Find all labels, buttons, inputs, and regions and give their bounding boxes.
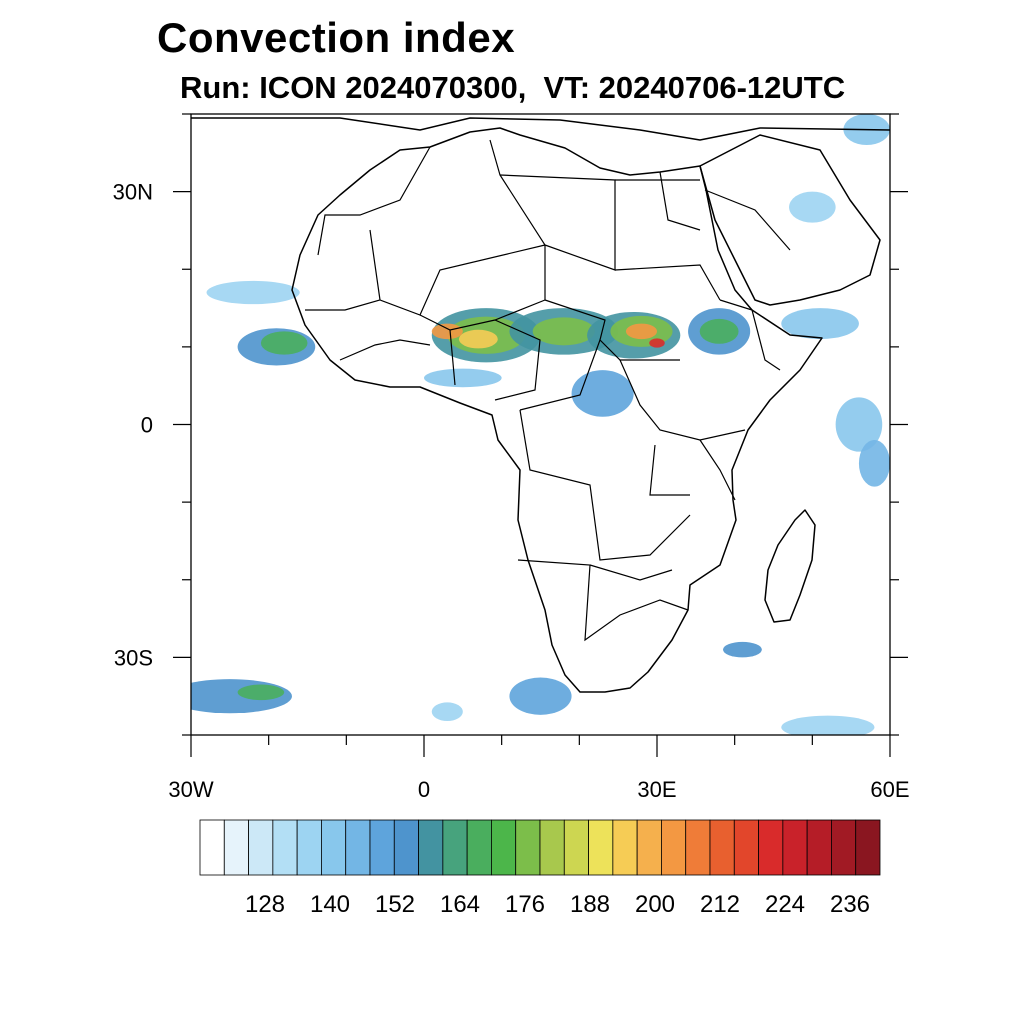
convection-cell <box>532 317 595 346</box>
colorbar-swatch <box>491 819 517 876</box>
convection-cell <box>431 702 463 722</box>
colorbar-swatch <box>661 819 687 876</box>
colorbar-label: 140 <box>310 891 350 918</box>
colorbar-label: 176 <box>505 891 545 918</box>
colorbar-swatch <box>733 819 759 876</box>
convection-cell <box>781 715 875 735</box>
convection-cell <box>458 329 498 349</box>
colorbar-labels: 128 140 152 164 176 188 200 212 224 236 <box>245 891 870 918</box>
colorbar-swatch <box>612 819 638 876</box>
convection-cell <box>206 280 300 305</box>
convection-cell <box>835 397 883 452</box>
madagascar-coastline <box>764 509 816 623</box>
colorbar-swatch <box>442 819 468 876</box>
europe-coast <box>191 117 890 141</box>
convection-cell <box>699 318 739 344</box>
colorbar-swatch <box>782 819 808 876</box>
convection-cell <box>260 331 308 355</box>
colorbar <box>199 819 881 876</box>
map-title: Convection index <box>157 14 516 61</box>
coastlines <box>191 117 890 693</box>
africa-coastline <box>291 127 823 693</box>
country-borders <box>305 139 791 642</box>
map-frame <box>190 113 891 736</box>
convection-cell <box>789 191 836 223</box>
colorbar-swatch <box>321 819 347 876</box>
convection-cell <box>723 641 762 658</box>
convection-cell <box>424 368 502 388</box>
colorbar-label: 164 <box>440 891 480 918</box>
colorbar-swatch <box>588 819 614 876</box>
convection-cell <box>858 440 890 487</box>
colorbar-swatch <box>855 819 881 876</box>
colorbar-swatch <box>515 819 541 876</box>
convection-field <box>191 114 890 735</box>
colorbar-swatch <box>758 819 784 876</box>
colorbar-swatch <box>831 819 857 876</box>
colorbar-swatch <box>563 819 589 876</box>
colorbar-swatch <box>636 819 662 876</box>
colorbar-label: 236 <box>830 891 870 918</box>
colorbar-swatch <box>345 819 371 876</box>
arabia-coastline <box>699 134 881 306</box>
lat-tick-label: 0 <box>141 413 153 438</box>
convection-cell <box>625 323 657 340</box>
lon-tick-label: 30E <box>637 777 676 802</box>
colorbar-swatch <box>296 819 322 876</box>
colorbar-swatch <box>393 819 419 876</box>
convection-cell <box>571 370 634 417</box>
colorbar-swatch <box>709 819 735 876</box>
map-subtitle: Run: ICON 2024070300, VT: 20240706-12UTC <box>180 70 846 105</box>
colorbar-swatch <box>272 819 298 876</box>
convection-cell <box>781 308 859 340</box>
convection-cell <box>237 684 285 701</box>
colorbar-swatch <box>539 819 565 876</box>
colorbar-label: 188 <box>570 891 610 918</box>
colorbar-swatch <box>418 819 444 876</box>
lon-tick-label: 60E <box>870 777 909 802</box>
colorbar-label: 224 <box>765 891 805 918</box>
colorbar-label: 212 <box>700 891 740 918</box>
colorbar-swatch <box>806 819 832 876</box>
colorbar-label: 128 <box>245 891 285 918</box>
colorbar-label: 152 <box>375 891 415 918</box>
axis-tick-labels: 30N 0 30S 30W 0 30E 60E <box>113 180 910 802</box>
colorbar-label: 200 <box>635 891 675 918</box>
axis-ticks <box>173 113 908 757</box>
lat-tick-label: 30N <box>113 180 153 205</box>
convection-cell <box>509 677 572 715</box>
lon-tick-label: 30W <box>168 777 213 802</box>
convection-cell <box>649 338 665 348</box>
colorbar-swatch <box>466 819 492 876</box>
colorbar-swatch <box>369 819 395 876</box>
lon-tick-label: 0 <box>418 777 430 802</box>
lat-tick-label: 30S <box>114 645 153 670</box>
colorbar-swatch <box>685 819 711 876</box>
convection-cell <box>431 323 463 340</box>
colorbar-swatch <box>248 819 274 876</box>
colorbar-swatch <box>223 819 249 876</box>
colorbar-swatch <box>199 819 225 876</box>
